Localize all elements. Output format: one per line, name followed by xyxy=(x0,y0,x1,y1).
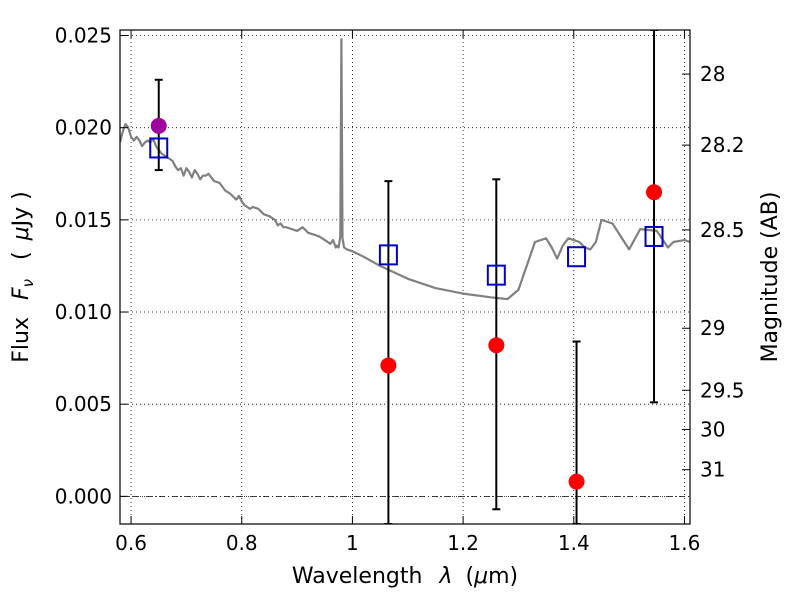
plot-area xyxy=(120,30,690,524)
y-label-symbol: F xyxy=(9,287,34,300)
y-label-unit-rest: Jy ) xyxy=(9,191,34,228)
y-label-unit-open: ( xyxy=(9,251,34,260)
observed-point xyxy=(646,184,663,201)
magnitude-tick-label: 28 xyxy=(700,62,725,86)
y-tick-label: 0.000 xyxy=(55,484,112,508)
y-label-text: Flux xyxy=(9,317,34,363)
model-spectrum-line xyxy=(120,38,690,301)
y-tick-label: 0.010 xyxy=(55,300,112,324)
x-tick-label: 1.4 xyxy=(558,531,590,555)
grid-layer xyxy=(120,30,690,524)
errorbar-layer xyxy=(154,30,659,524)
x-label-unit-open: ( xyxy=(465,564,474,589)
x-tick-label: 1.2 xyxy=(447,531,479,555)
model-band-squares xyxy=(149,137,664,286)
model-band-square xyxy=(378,244,398,266)
magnitude-axis-ticks: 28 28.2 28.5 29 29.5 30 31 xyxy=(682,62,745,482)
magnitude-tick-label: 31 xyxy=(700,458,725,482)
model-band-square xyxy=(149,137,169,159)
magnitude-tick-label: 30 xyxy=(700,417,725,441)
magnitude-tick-label: 28.2 xyxy=(700,133,745,157)
observed-point xyxy=(568,473,585,490)
x-tick-label: 1 xyxy=(346,531,359,555)
y-label-sub: ν xyxy=(19,279,37,287)
x-axis-label: Wavelength λ (μm) xyxy=(292,564,518,589)
y-tick-label: 0.015 xyxy=(55,208,112,232)
y-tick-label: 0.005 xyxy=(55,392,112,416)
observed-point xyxy=(488,337,505,354)
x-label-symbol: λ xyxy=(438,564,452,589)
plot-frame xyxy=(119,29,691,525)
x-tick-label: 0.6 xyxy=(115,531,147,555)
observed-point xyxy=(380,357,397,374)
model-band-square xyxy=(644,225,664,247)
y-axis-ticks: 0.000 0.005 0.010 0.015 0.020 0.025 xyxy=(55,24,128,508)
magnitude-axis-label: Magnitude (AB) xyxy=(758,192,783,363)
x-tick-label: 0.8 xyxy=(226,531,258,555)
y-tick-label: 0.020 xyxy=(55,116,112,140)
x-label-text: Wavelength xyxy=(292,564,423,589)
model-band-square xyxy=(567,246,587,268)
y-tick-label: 0.025 xyxy=(55,24,112,48)
x-label-unit-mu: μ xyxy=(473,564,488,589)
x-label-unit-rest: m) xyxy=(488,564,518,589)
x-axis-ticks: 0.6 0.8 1 1.2 1.4 1.6 xyxy=(115,30,700,555)
magnitude-tick-label: 29 xyxy=(700,316,725,340)
model-band-square xyxy=(486,264,506,286)
observed-points xyxy=(150,117,663,490)
x-tick-label: 1.6 xyxy=(669,531,701,555)
observed-point xyxy=(150,117,167,134)
y-axis-label: Flux Fν ( μJy ) xyxy=(9,191,39,362)
y-label-unit-mu: μ xyxy=(9,226,34,241)
magnitude-tick-label: 29.5 xyxy=(700,378,745,402)
magnitude-tick-label: 28.5 xyxy=(700,218,745,242)
